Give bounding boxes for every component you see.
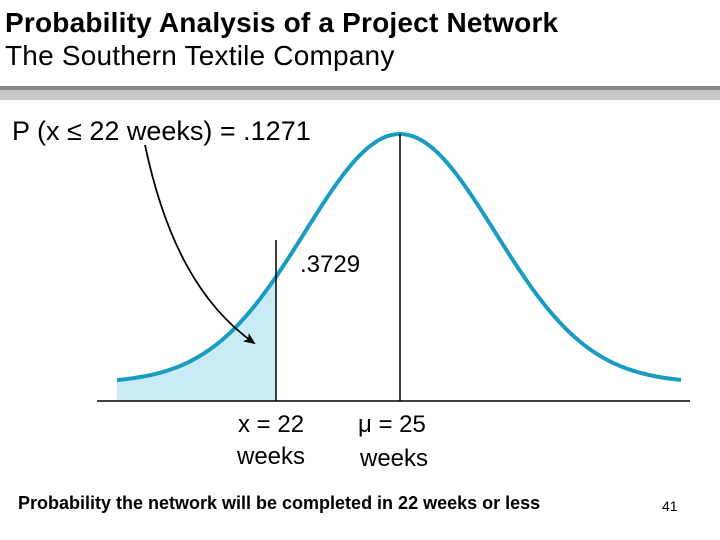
probability-label: P (x ≤ 22 weeks) = .1271 — [12, 116, 311, 146]
normal-curve — [116, 131, 682, 383]
slide-number: 41 — [662, 498, 678, 514]
mean-marker-unit: weeks — [359, 445, 428, 472]
title-line-2: The Southern Textile Company — [5, 40, 395, 71]
area-label: .3729 — [300, 251, 360, 278]
title-line-1: Probability Analysis of a Project Networ… — [5, 7, 559, 38]
x-marker-unit: weeks — [236, 443, 305, 470]
x-marker-value: x = 22 — [238, 411, 304, 438]
mean-marker-value: μ = 25 — [358, 411, 426, 438]
title-rule-shadow — [0, 86, 720, 90]
shaded-tail-area — [117, 276, 276, 401]
probability-arrow — [144, 144, 256, 345]
slide-caption: Probability the network will be complete… — [18, 493, 541, 513]
title-rule — [0, 90, 720, 100]
slide-title: Probability Analysis of a Project Networ… — [5, 6, 558, 72]
